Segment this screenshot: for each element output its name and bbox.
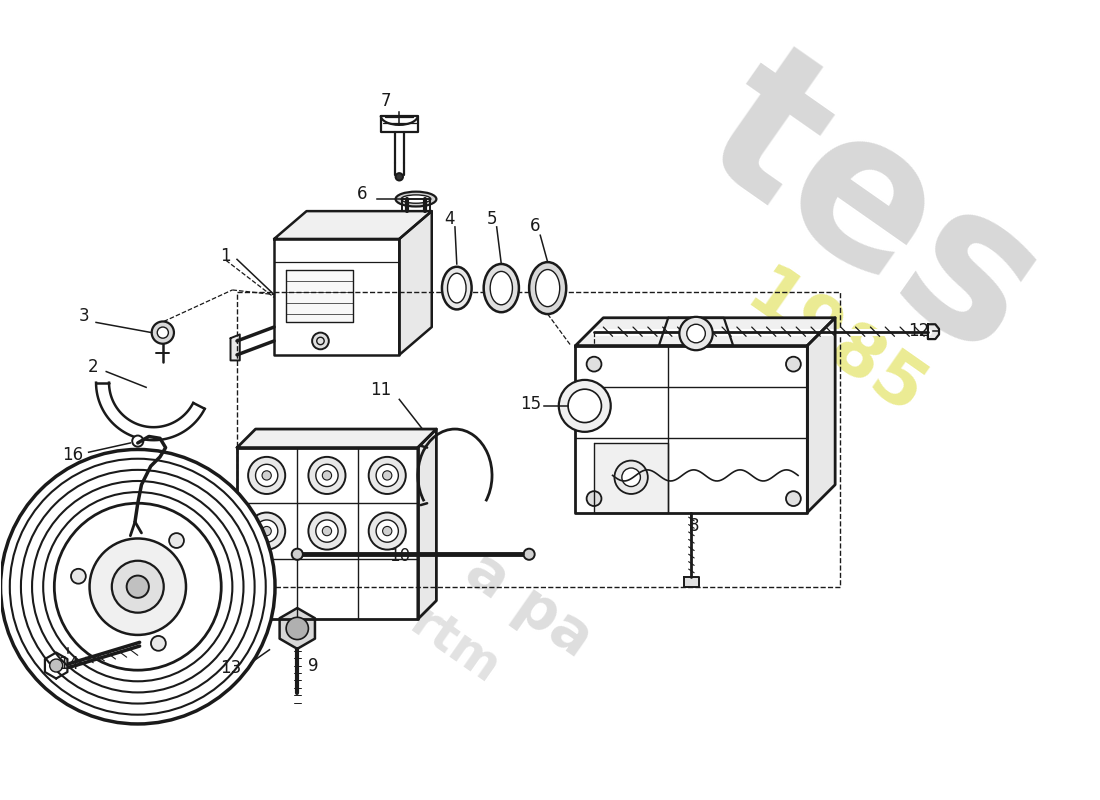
Circle shape [368, 513, 406, 550]
Circle shape [312, 333, 329, 350]
Polygon shape [575, 346, 807, 513]
Text: 16: 16 [63, 446, 84, 464]
Text: 4: 4 [444, 210, 454, 229]
Polygon shape [399, 211, 431, 355]
Circle shape [615, 461, 648, 494]
Circle shape [308, 513, 345, 550]
Polygon shape [418, 429, 437, 619]
Text: 5: 5 [487, 210, 497, 229]
Circle shape [112, 561, 164, 613]
Text: 15: 15 [520, 395, 541, 413]
Text: rtm: rtm [402, 599, 509, 694]
Circle shape [157, 327, 168, 338]
Circle shape [686, 324, 705, 343]
Text: 8: 8 [689, 518, 700, 535]
Polygon shape [236, 448, 418, 619]
Circle shape [255, 464, 278, 486]
Circle shape [568, 389, 602, 422]
Circle shape [126, 575, 148, 598]
Polygon shape [274, 211, 431, 239]
Ellipse shape [529, 262, 566, 314]
Circle shape [89, 538, 186, 635]
Polygon shape [279, 608, 315, 649]
Circle shape [262, 470, 272, 480]
Circle shape [559, 380, 610, 432]
Polygon shape [274, 239, 399, 355]
Circle shape [524, 549, 535, 560]
Circle shape [680, 317, 713, 350]
Circle shape [586, 491, 602, 506]
Circle shape [292, 549, 302, 560]
Polygon shape [575, 318, 835, 346]
Text: 6: 6 [356, 185, 367, 202]
Text: 3: 3 [79, 307, 89, 325]
Text: 9: 9 [308, 658, 318, 675]
Polygon shape [286, 270, 353, 322]
Circle shape [152, 322, 174, 344]
Circle shape [586, 357, 602, 371]
Text: tes: tes [668, 26, 1077, 396]
Circle shape [621, 468, 640, 486]
Circle shape [50, 659, 63, 672]
Text: 2: 2 [88, 358, 99, 376]
Circle shape [383, 470, 392, 480]
Circle shape [573, 398, 588, 414]
Circle shape [286, 618, 308, 639]
Polygon shape [381, 116, 418, 132]
Circle shape [0, 450, 275, 724]
Circle shape [316, 464, 338, 486]
Polygon shape [928, 324, 939, 339]
Polygon shape [231, 334, 240, 361]
Circle shape [132, 435, 143, 446]
Text: 11: 11 [370, 381, 392, 399]
Ellipse shape [442, 266, 472, 310]
Ellipse shape [484, 264, 519, 312]
Circle shape [322, 470, 331, 480]
Text: 7: 7 [381, 92, 392, 110]
Circle shape [376, 520, 398, 542]
Polygon shape [403, 199, 430, 211]
Ellipse shape [448, 274, 466, 303]
Circle shape [169, 533, 184, 548]
Circle shape [786, 357, 801, 371]
Ellipse shape [396, 192, 437, 206]
Circle shape [396, 173, 403, 181]
Text: a pa: a pa [455, 542, 603, 669]
Polygon shape [594, 443, 668, 513]
Circle shape [322, 526, 331, 536]
Circle shape [249, 513, 285, 550]
Polygon shape [684, 578, 699, 586]
Ellipse shape [536, 270, 560, 306]
Polygon shape [807, 318, 835, 513]
Text: 12: 12 [908, 322, 930, 340]
Circle shape [316, 520, 338, 542]
Ellipse shape [491, 271, 513, 305]
Circle shape [786, 491, 801, 506]
Text: 6: 6 [530, 217, 541, 235]
Text: 10: 10 [388, 547, 410, 565]
Polygon shape [659, 318, 733, 346]
Circle shape [383, 526, 392, 536]
Circle shape [255, 520, 278, 542]
Text: 1: 1 [220, 246, 230, 265]
Circle shape [376, 464, 398, 486]
Ellipse shape [402, 195, 431, 203]
Circle shape [308, 457, 345, 494]
Polygon shape [236, 429, 437, 448]
Circle shape [249, 457, 285, 494]
Polygon shape [45, 653, 67, 678]
Circle shape [72, 569, 86, 584]
Text: 1985: 1985 [733, 260, 937, 431]
Circle shape [568, 393, 594, 419]
Text: 14: 14 [57, 654, 79, 673]
Circle shape [151, 636, 166, 650]
Circle shape [262, 526, 272, 536]
Text: 13: 13 [220, 659, 241, 678]
Circle shape [368, 457, 406, 494]
